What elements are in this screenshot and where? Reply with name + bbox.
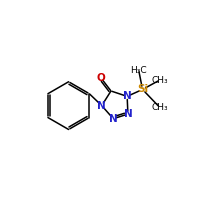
Text: N: N [109, 114, 118, 124]
Text: CH₃: CH₃ [151, 103, 168, 112]
Text: CH₃: CH₃ [151, 76, 168, 85]
Text: N: N [124, 109, 132, 119]
Text: H₃C: H₃C [130, 66, 147, 75]
Text: Si: Si [137, 84, 148, 94]
Text: N: N [97, 101, 106, 111]
Text: N: N [123, 91, 132, 101]
Text: O: O [97, 73, 105, 83]
